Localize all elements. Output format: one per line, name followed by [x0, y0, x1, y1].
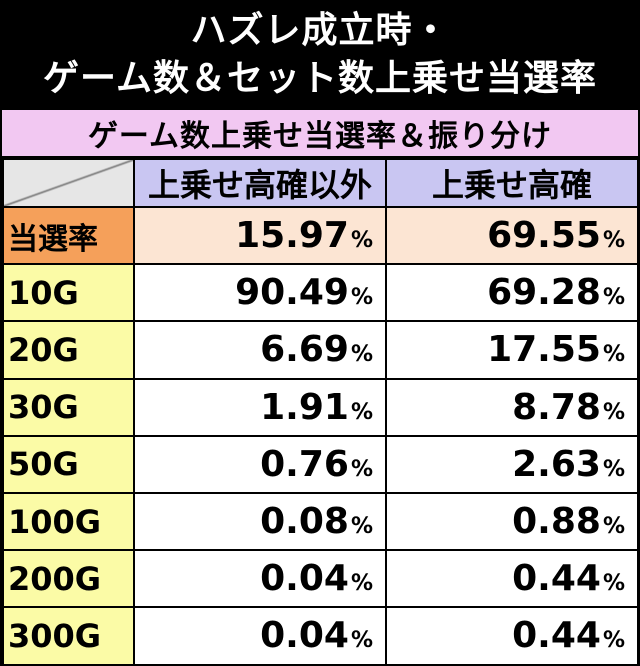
- row-label: 10G: [4, 265, 133, 321]
- table-row: 当選率 15.97% 69.55%: [4, 208, 637, 264]
- table-row: 300G 0.04% 0.44%: [4, 608, 637, 664]
- header-row: 上乗せ高確以外 上乗せ高確: [4, 160, 637, 206]
- percent-sign: %: [350, 628, 373, 654]
- percent-sign: %: [602, 342, 625, 368]
- row-label: 50G: [4, 436, 133, 492]
- value-number: 69.28: [487, 272, 601, 314]
- value-number: 1.91: [260, 386, 349, 428]
- column-header-normal: 上乗せ高確以外: [135, 160, 385, 206]
- value-cell-high: 17.55%: [387, 322, 637, 378]
- value-cell-normal: 0.04%: [135, 608, 385, 664]
- page-title: ハズレ成立時・ ゲーム数＆セット数上乗せ当選率: [0, 0, 640, 110]
- value-number: 0.44: [512, 615, 601, 657]
- percent-sign: %: [602, 228, 625, 254]
- row-label: 100G: [4, 493, 133, 550]
- value-number: 0.04: [260, 615, 349, 657]
- value-number: 0.44: [512, 558, 601, 600]
- percent-sign: %: [602, 456, 625, 482]
- value-cell-high: 8.78%: [387, 379, 637, 435]
- corner-cell: [4, 160, 133, 206]
- table-row: 10G 90.49% 69.28%: [4, 265, 637, 321]
- percent-sign: %: [350, 342, 373, 368]
- row-label: 当選率: [4, 208, 133, 264]
- value-number: 6.69: [260, 329, 349, 371]
- percent-sign: %: [602, 571, 625, 597]
- percent-sign: %: [602, 628, 625, 654]
- percent-sign: %: [350, 285, 373, 311]
- value-number: 90.49: [235, 272, 349, 314]
- probability-table: 上乗せ高確以外 上乗せ高確 当選率 15.97% 69.55% 10G 90.49% 69…: [2, 158, 639, 666]
- value-number: 2.63: [512, 443, 601, 485]
- percent-sign: %: [350, 228, 373, 254]
- row-label: 30G: [4, 379, 133, 435]
- value-cell-high: 0.88%: [387, 493, 637, 550]
- column-header-high: 上乗せ高確: [387, 160, 637, 206]
- value-cell-normal: 1.91%: [135, 379, 385, 435]
- value-number: 0.04: [260, 558, 349, 600]
- table-row: 50G 0.76% 2.63%: [4, 436, 637, 492]
- percent-sign: %: [602, 514, 625, 540]
- value-number: 0.08: [260, 501, 349, 543]
- table-row: 200G 0.04% 0.44%: [4, 551, 637, 607]
- percent-sign: %: [350, 456, 373, 482]
- value-number: 69.55: [487, 215, 601, 257]
- value-cell-normal: 15.97%: [135, 208, 385, 264]
- percent-sign: %: [602, 285, 625, 311]
- value-cell-high: 69.28%: [387, 265, 637, 321]
- value-cell-normal: 6.69%: [135, 322, 385, 378]
- row-label: 200G: [4, 551, 133, 607]
- value-cell-high: 0.44%: [387, 551, 637, 607]
- value-cell-normal: 0.04%: [135, 551, 385, 607]
- value-number: 17.55: [487, 329, 601, 371]
- value-cell-normal: 90.49%: [135, 265, 385, 321]
- value-cell-high: 2.63%: [387, 436, 637, 492]
- table-row: 100G 0.08% 0.88%: [4, 493, 637, 550]
- percent-sign: %: [350, 514, 373, 540]
- table-row: 30G 1.91% 8.78%: [4, 379, 637, 435]
- table-row: 20G 6.69% 17.55%: [4, 322, 637, 378]
- row-label: 300G: [4, 608, 133, 664]
- value-number: 8.78: [512, 386, 601, 428]
- percent-sign: %: [350, 399, 373, 425]
- table-subheader: ゲーム数上乗せ当選率＆振り分け: [2, 110, 638, 156]
- value-number: 15.97: [235, 215, 349, 257]
- value-cell-normal: 0.08%: [135, 493, 385, 550]
- title-line-2: ゲーム数＆セット数上乗せ当選率: [43, 58, 597, 99]
- value-number: 0.88: [512, 501, 601, 543]
- percent-sign: %: [602, 399, 625, 425]
- value-number: 0.76: [260, 443, 349, 485]
- value-cell-high: 69.55%: [387, 208, 637, 264]
- title-line-1: ハズレ成立時・: [190, 10, 450, 51]
- row-label: 20G: [4, 322, 133, 378]
- value-cell-high: 0.44%: [387, 608, 637, 664]
- percent-sign: %: [350, 571, 373, 597]
- value-cell-normal: 0.76%: [135, 436, 385, 492]
